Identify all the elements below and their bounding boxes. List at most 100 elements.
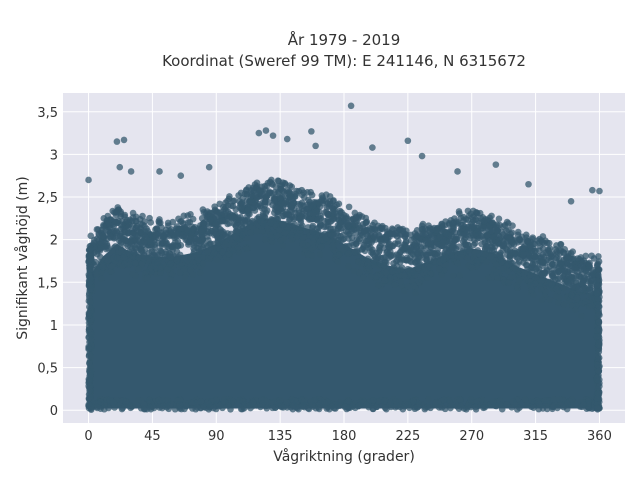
data-point	[247, 229, 255, 236]
data-point	[595, 271, 602, 279]
data-point	[336, 220, 344, 227]
data-point	[105, 219, 112, 227]
data-point	[295, 209, 302, 217]
data-point	[469, 264, 476, 272]
y-tick-label: 2,5	[37, 191, 58, 206]
data-point	[443, 230, 450, 238]
data-point	[540, 270, 548, 278]
data-point	[469, 231, 477, 239]
data-point	[560, 284, 567, 292]
data-point	[482, 216, 489, 223]
data-point	[164, 402, 172, 409]
data-point	[369, 405, 377, 413]
x-tick-labels: 0 45 90 135 180 225 270 315 360	[84, 429, 611, 444]
data-point	[85, 351, 93, 359]
data-point	[308, 128, 315, 135]
data-point	[373, 273, 380, 280]
data-point	[552, 293, 560, 300]
data-point	[420, 230, 427, 238]
data-point	[275, 226, 283, 234]
data-point	[369, 250, 377, 258]
data-point	[174, 242, 182, 250]
data-point	[454, 168, 461, 175]
data-point	[586, 286, 593, 294]
data-point	[135, 265, 143, 273]
data-point	[363, 401, 370, 409]
data-point	[511, 264, 518, 272]
data-point	[239, 231, 246, 239]
data-point	[515, 275, 523, 283]
data-point	[352, 240, 360, 247]
data-point	[124, 229, 132, 237]
data-point	[99, 263, 107, 271]
data-point	[146, 214, 153, 222]
data-point	[157, 264, 164, 271]
data-point	[87, 299, 94, 306]
data-point	[330, 404, 338, 412]
data-point	[264, 179, 272, 187]
x-tick-label: 45	[144, 429, 161, 444]
data-point	[426, 263, 434, 271]
data-point	[173, 223, 181, 230]
data-point	[498, 258, 505, 266]
data-point	[138, 259, 146, 267]
data-point	[205, 163, 213, 171]
data-point	[365, 264, 373, 272]
data-point	[309, 202, 317, 210]
data-point	[309, 222, 317, 230]
data-point	[226, 193, 233, 200]
data-point	[113, 219, 121, 227]
data-point	[478, 240, 486, 248]
data-point	[143, 274, 151, 281]
data-point	[139, 254, 147, 262]
data-point	[288, 183, 296, 191]
y-tick-label: 0	[50, 404, 58, 419]
data-point	[144, 227, 152, 235]
data-point	[336, 209, 344, 217]
data-point	[404, 283, 412, 290]
data-point	[174, 229, 182, 237]
data-point	[123, 216, 131, 224]
data-point	[323, 203, 330, 211]
data-point	[500, 241, 508, 248]
data-point	[370, 397, 377, 404]
data-point	[337, 236, 345, 244]
data-point	[249, 184, 257, 192]
data-point	[143, 235, 150, 243]
data-point	[503, 401, 511, 408]
data-point	[584, 268, 592, 276]
data-point	[412, 289, 419, 297]
data-point	[263, 404, 271, 412]
data-point	[239, 195, 246, 202]
data-point	[409, 398, 417, 405]
data-point	[393, 402, 401, 410]
data-point	[200, 225, 208, 232]
data-point	[145, 254, 153, 262]
data-point	[401, 272, 408, 279]
data-point	[349, 403, 356, 410]
data-point	[132, 272, 139, 280]
data-point	[410, 282, 418, 290]
data-point	[345, 203, 353, 211]
data-point	[204, 233, 211, 240]
data-point	[154, 259, 161, 266]
data-point	[472, 403, 479, 411]
data-point	[295, 200, 302, 208]
data-point	[582, 252, 590, 260]
y-tick-label: 3	[50, 148, 58, 163]
data-point	[184, 227, 191, 234]
data-point	[211, 203, 218, 210]
data-point	[594, 261, 601, 269]
data-point	[283, 135, 291, 143]
data-point	[217, 236, 225, 244]
data-point	[496, 251, 503, 259]
data-point	[307, 216, 315, 223]
data-point	[232, 222, 240, 229]
data-point	[492, 161, 500, 168]
data-point	[100, 223, 107, 230]
data-point	[271, 209, 278, 217]
data-point	[290, 215, 298, 223]
data-point	[85, 401, 93, 408]
data-point	[387, 274, 394, 282]
data-point	[358, 246, 366, 253]
